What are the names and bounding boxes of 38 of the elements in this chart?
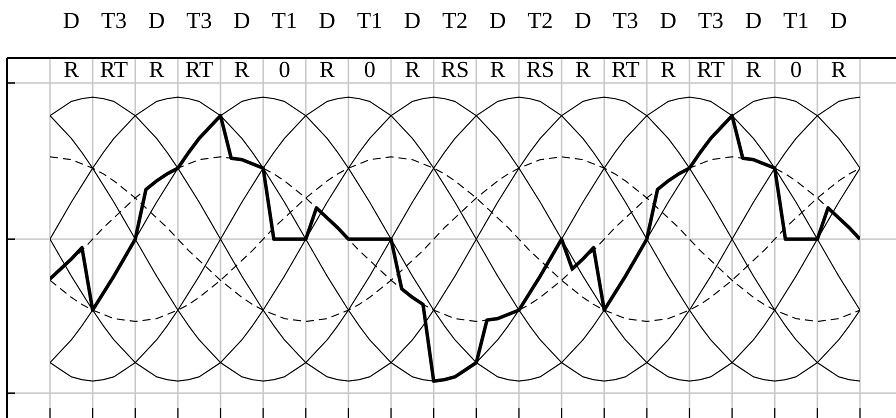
text: D bbox=[318, 8, 336, 33]
text: D bbox=[830, 8, 847, 33]
text: T2 bbox=[442, 8, 468, 33]
text: T3 bbox=[612, 8, 638, 33]
text: T1 bbox=[783, 8, 809, 33]
x-tick-label: 0 bbox=[790, 57, 802, 82]
text: D bbox=[234, 8, 250, 33]
text: T1 bbox=[356, 8, 383, 33]
text: T3 bbox=[698, 8, 724, 33]
x-tick-label: RT bbox=[696, 57, 725, 82]
x-tick-label: RT bbox=[612, 57, 640, 82]
x-tick-label: R bbox=[64, 57, 80, 82]
x-tick-label: R bbox=[490, 57, 506, 82]
text: D bbox=[148, 8, 165, 33]
x-tick-label: R bbox=[746, 57, 762, 82]
text: T3 bbox=[101, 8, 127, 33]
text: T1 bbox=[272, 8, 298, 33]
x-tick-label: R bbox=[148, 57, 165, 82]
x-tick-label: 0 bbox=[278, 57, 290, 82]
x-tick-label: R bbox=[319, 57, 336, 82]
x-tick-label: R bbox=[234, 57, 250, 82]
x-tick-label: R bbox=[575, 57, 592, 82]
text: D bbox=[63, 8, 80, 33]
x-tick-label: R bbox=[404, 57, 421, 82]
text: T3 bbox=[186, 8, 212, 33]
x-tick-label: RT bbox=[100, 57, 128, 82]
x-tick-label: RS bbox=[526, 57, 554, 82]
x-tick-label: RS bbox=[440, 57, 470, 82]
text: D bbox=[574, 8, 592, 33]
x-tick-label: R bbox=[831, 57, 848, 82]
x-tick-label: RT bbox=[185, 57, 214, 82]
x-tick-label: R bbox=[660, 57, 676, 82]
text: D bbox=[660, 8, 676, 33]
x-tick-label: 0 bbox=[364, 57, 376, 82]
text: T2 bbox=[527, 8, 554, 33]
text: D bbox=[489, 8, 506, 33]
text: D bbox=[745, 8, 762, 33]
text: D bbox=[404, 8, 421, 33]
